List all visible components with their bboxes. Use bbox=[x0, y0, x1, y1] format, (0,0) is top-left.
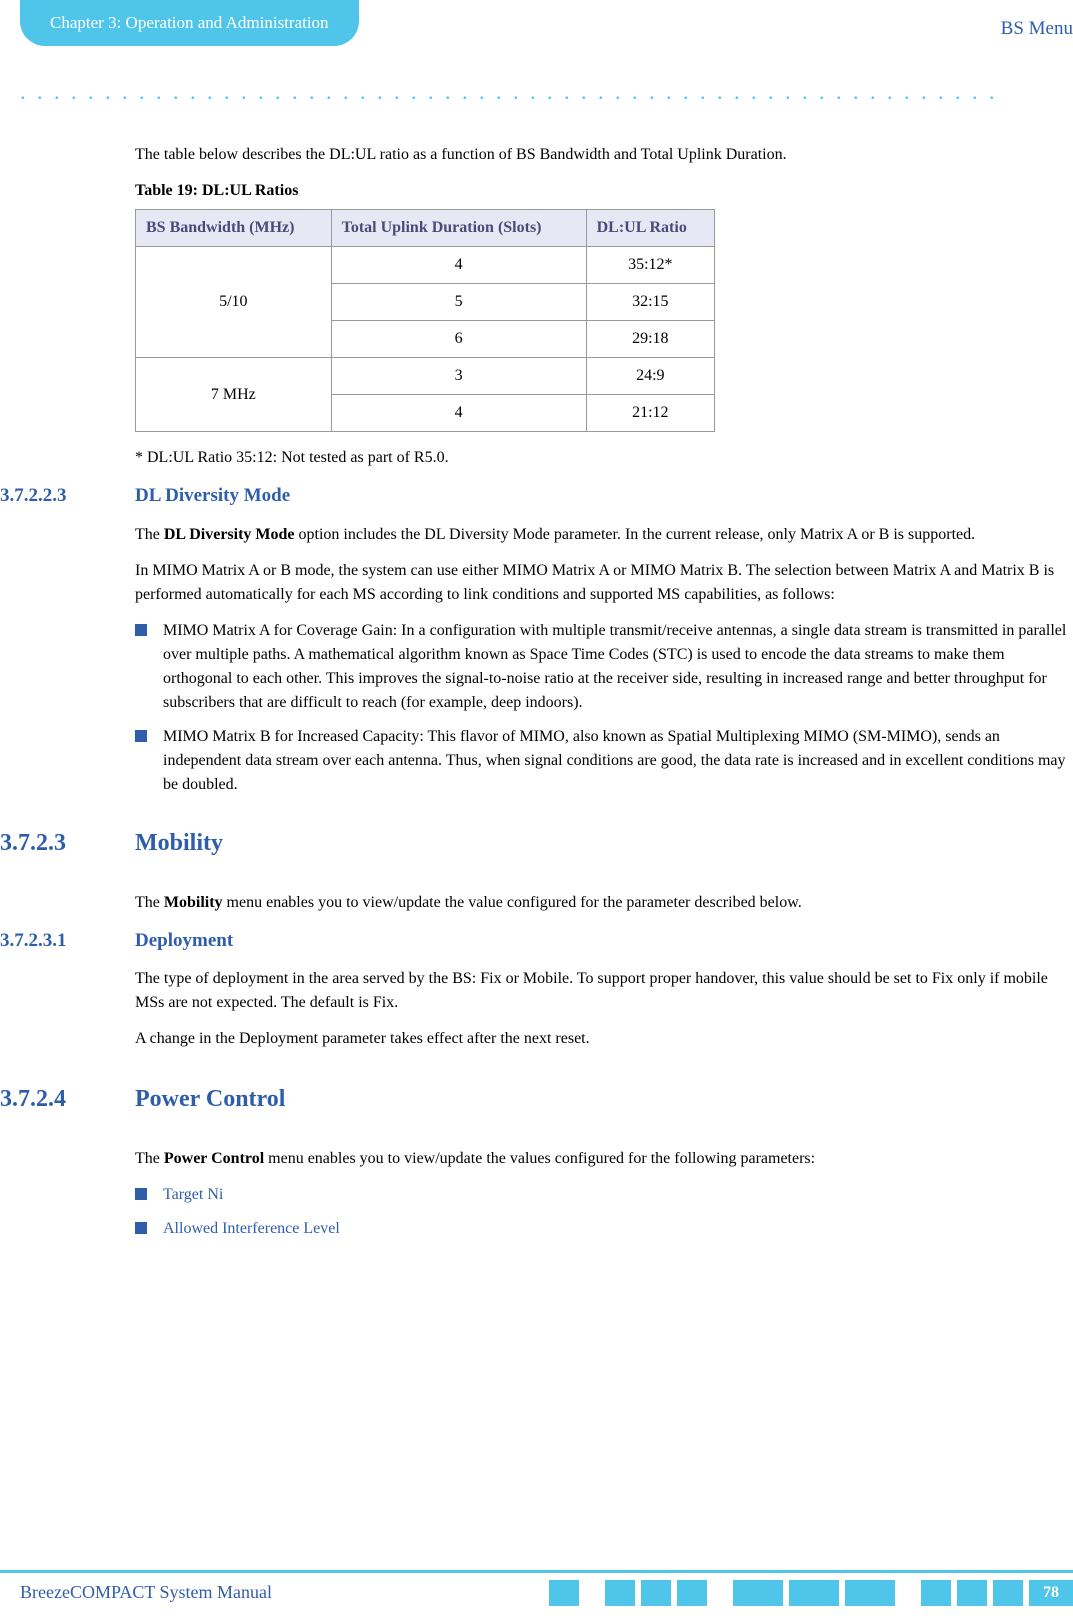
list-item-link[interactable]: Target Ni bbox=[163, 1183, 1073, 1207]
table-cell: 4 bbox=[331, 247, 586, 284]
table-caption: Table 19: DL:UL Ratios bbox=[135, 179, 1073, 203]
section-title-power-control: Power Control bbox=[135, 1081, 285, 1117]
section-title-deployment: Deployment bbox=[135, 927, 233, 956]
footer-manual-title: BreezeCOMPACT System Manual bbox=[20, 1579, 272, 1606]
section-number: 3.7.2.3.1 bbox=[0, 927, 135, 956]
table-row: 5/10 4 35:12* bbox=[136, 247, 715, 284]
paragraph: In MIMO Matrix A or B mode, the system c… bbox=[135, 559, 1073, 607]
footer-decoration: 78 bbox=[549, 1580, 1073, 1606]
table-cell: 3 bbox=[331, 358, 586, 395]
section-title-mobility: Mobility bbox=[135, 825, 223, 861]
divider-dots: . . . . . . . . . . . . . . . . . . . . … bbox=[20, 75, 1073, 108]
table-cell: 35:12* bbox=[586, 247, 714, 284]
table-cell: 5 bbox=[331, 284, 586, 321]
chapter-tab: Chapter 3: Operation and Administration bbox=[20, 0, 359, 46]
list-item: MIMO Matrix A for Coverage Gain: In a co… bbox=[135, 619, 1073, 715]
paragraph: A change in the Deployment parameter tak… bbox=[135, 1027, 1073, 1051]
list-item: Target Ni bbox=[135, 1183, 1073, 1207]
table-cell: 29:18 bbox=[586, 321, 714, 358]
table-cell: 4 bbox=[331, 395, 586, 432]
col-header: Total Uplink Duration (Slots) bbox=[331, 210, 586, 247]
col-header: DL:UL Ratio bbox=[586, 210, 714, 247]
col-header: BS Bandwidth (MHz) bbox=[136, 210, 332, 247]
paragraph: The Power Control menu enables you to vi… bbox=[135, 1147, 1073, 1171]
square-bullet-icon bbox=[135, 1188, 147, 1200]
table-cell: 32:15 bbox=[586, 284, 714, 321]
table-cell: 21:12 bbox=[586, 395, 714, 432]
section-title-dl-diversity: DL Diversity Mode bbox=[135, 482, 290, 511]
table-footnote: * DL:UL Ratio 35:12: Not tested as part … bbox=[135, 446, 1073, 470]
list-item-link[interactable]: Allowed Interference Level bbox=[163, 1217, 1073, 1241]
paragraph: The type of deployment in the area serve… bbox=[135, 967, 1073, 1015]
section-number: 3.7.2.4 bbox=[0, 1081, 135, 1117]
list-item: MIMO Matrix B for Increased Capacity: Th… bbox=[135, 725, 1073, 797]
list-item: Allowed Interference Level bbox=[135, 1217, 1073, 1241]
table-cell: 6 bbox=[331, 321, 586, 358]
list-item-text: MIMO Matrix B for Increased Capacity: Th… bbox=[163, 725, 1073, 797]
square-bullet-icon bbox=[135, 730, 147, 742]
square-bullet-icon bbox=[135, 1222, 147, 1234]
dlul-ratio-table: BS Bandwidth (MHz) Total Uplink Duration… bbox=[135, 209, 715, 432]
table-cell: 24:9 bbox=[586, 358, 714, 395]
bs-menu-label: BS Menu bbox=[1001, 15, 1073, 44]
section-number: 3.7.2.3 bbox=[0, 825, 135, 861]
page-number: 78 bbox=[1029, 1580, 1073, 1606]
paragraph: The Mobility menu enables you to view/up… bbox=[135, 891, 1073, 915]
table-cell: 5/10 bbox=[136, 247, 332, 358]
list-item-text: MIMO Matrix A for Coverage Gain: In a co… bbox=[163, 619, 1073, 715]
page-footer: BreezeCOMPACT System Manual 78 bbox=[0, 1570, 1073, 1624]
paragraph: The DL Diversity Mode option includes th… bbox=[135, 523, 1073, 547]
section-number: 3.7.2.2.3 bbox=[0, 482, 135, 511]
intro-paragraph: The table below describes the DL:UL rati… bbox=[135, 143, 1073, 167]
square-bullet-icon bbox=[135, 624, 147, 636]
table-row: 7 MHz 3 24:9 bbox=[136, 358, 715, 395]
table-cell: 7 MHz bbox=[136, 358, 332, 432]
